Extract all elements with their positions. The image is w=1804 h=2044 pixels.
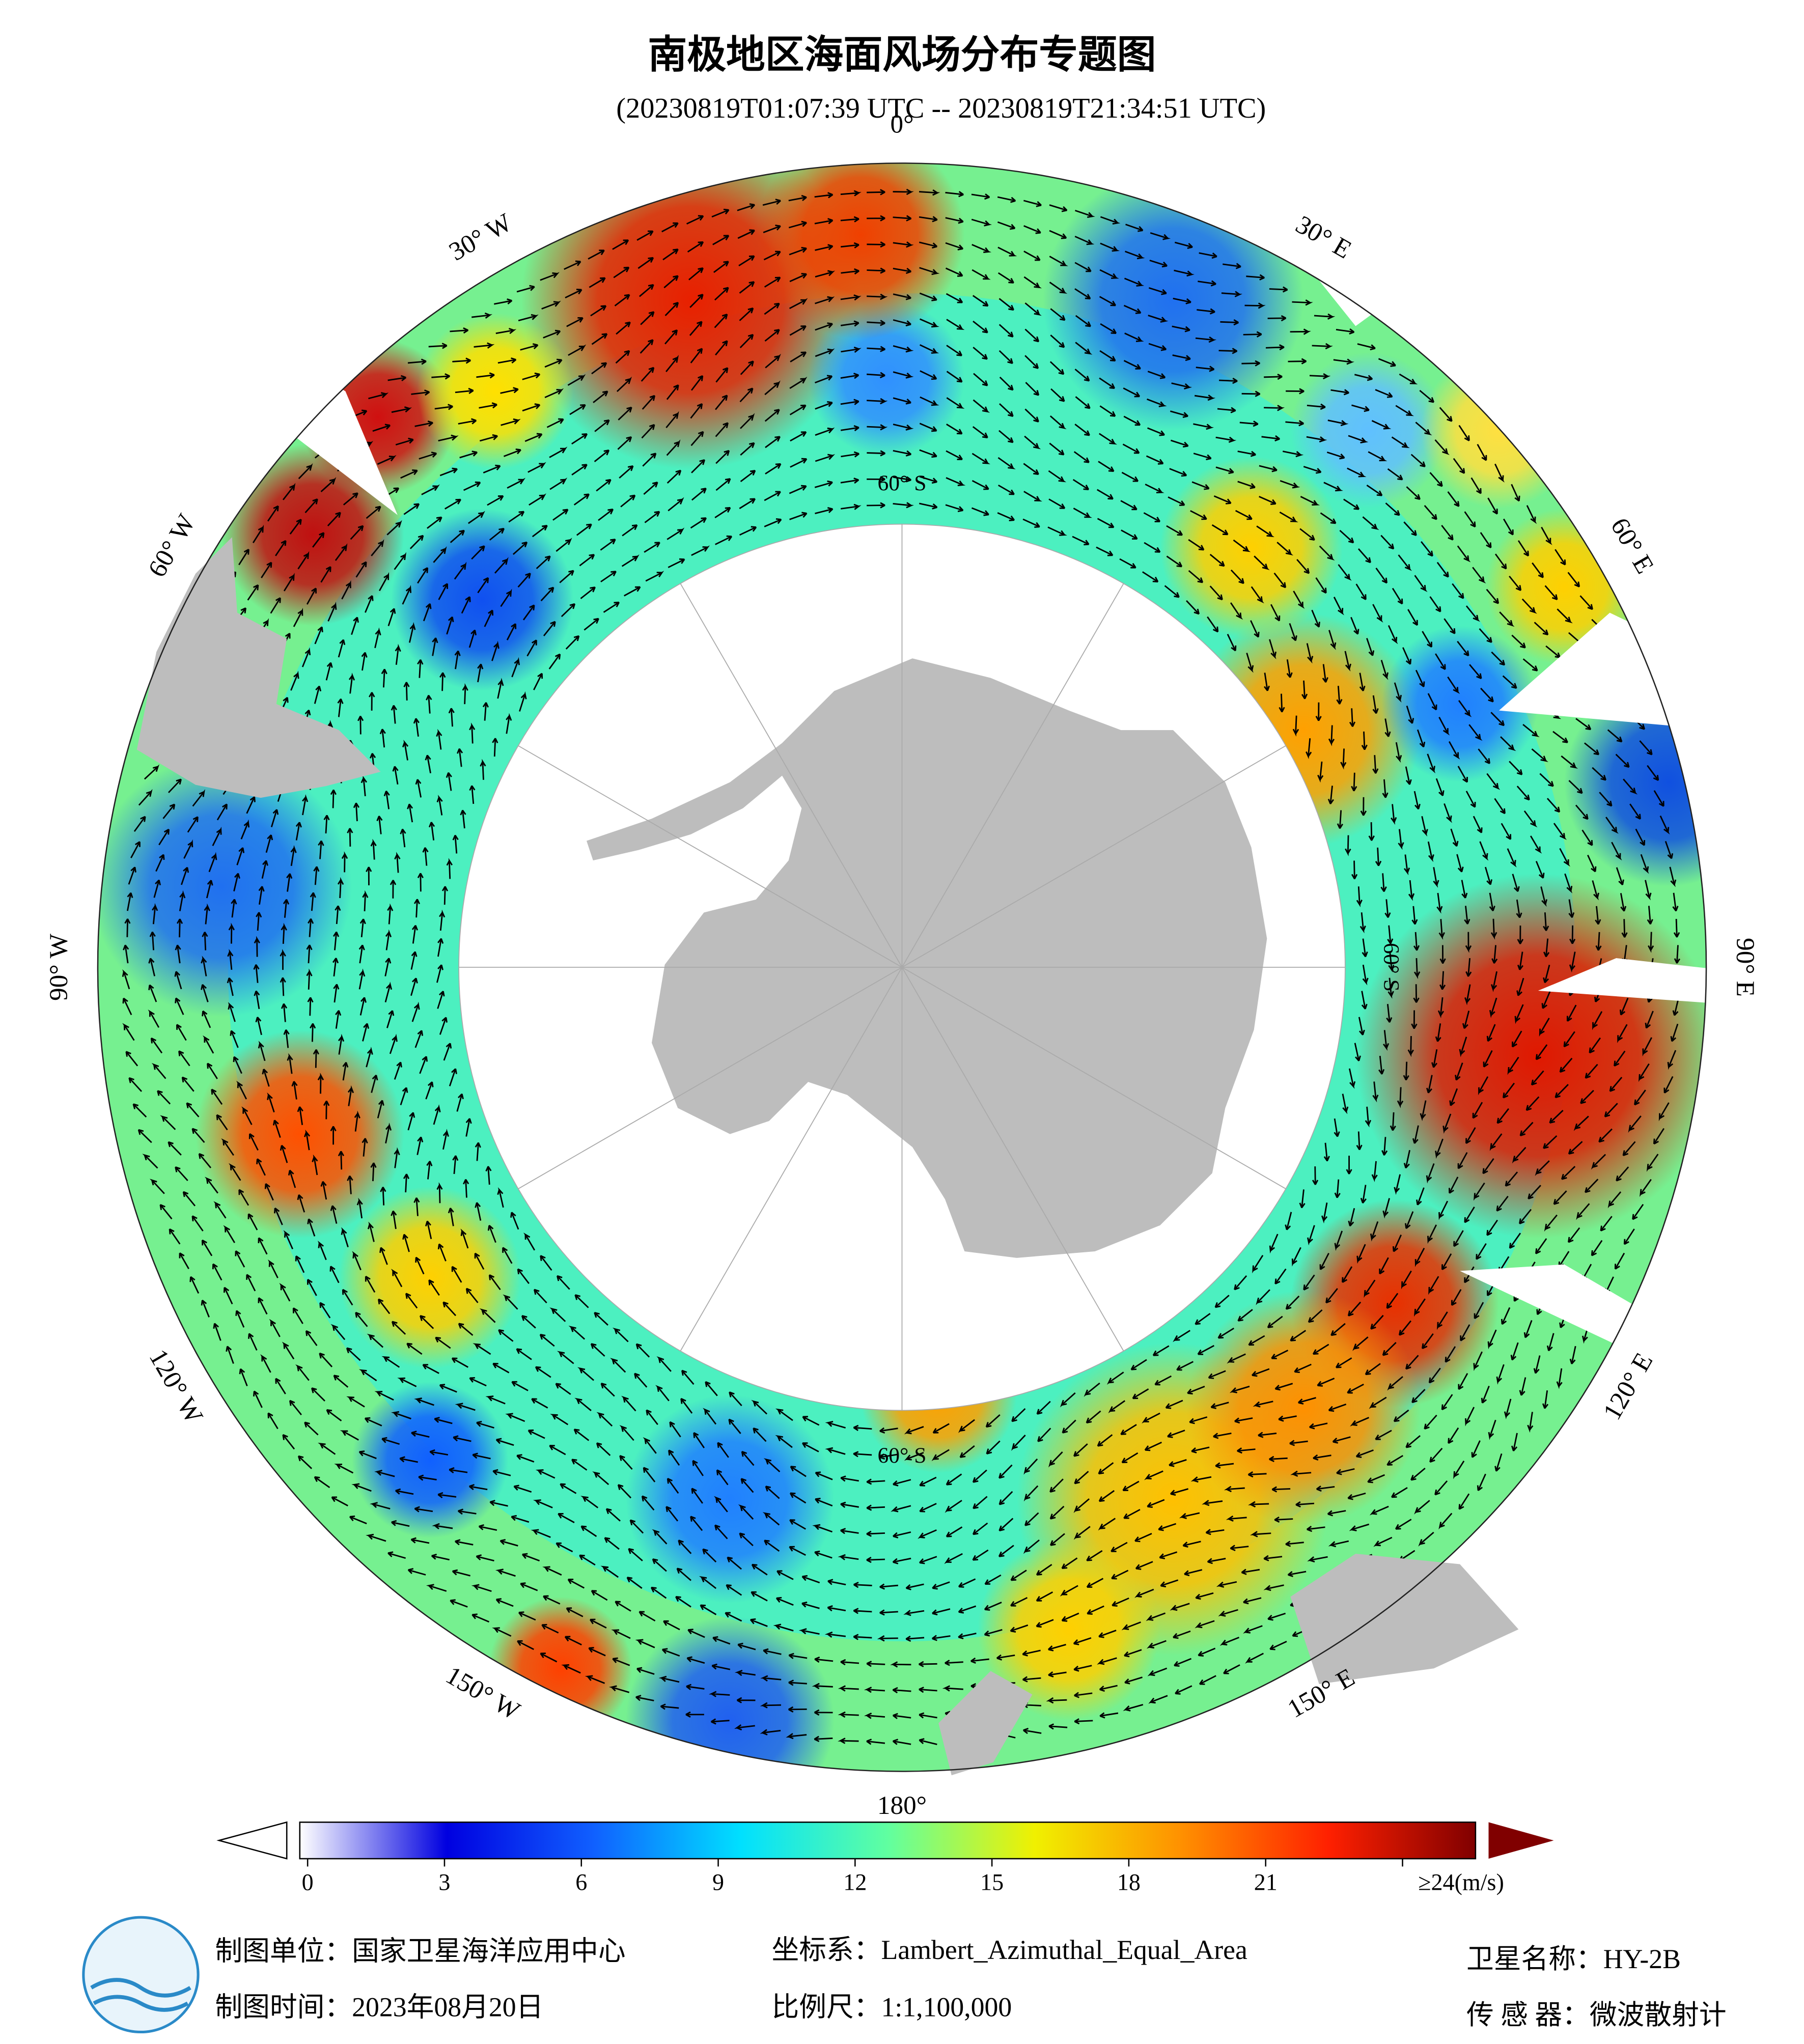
colorbar-max-arrow <box>1488 1822 1554 1859</box>
longitude-label: 30° W <box>444 208 517 267</box>
wind-speed-patch <box>97 756 352 1017</box>
wind-speed-patch <box>977 1538 1160 1721</box>
footer-scale: 比例尺：1:1,100,000 <box>772 1992 1012 2023</box>
colorbar: 0 3 6 9 12 15 18 21 ≥24(m/s) <box>216 1821 1554 1895</box>
graticule <box>458 523 1346 1411</box>
australia <box>1290 1553 1519 1684</box>
meridian <box>901 967 1124 1352</box>
wind-speed-patch <box>808 300 965 457</box>
wind-speed-patch <box>1381 626 1538 782</box>
colorbar-tick-label: 21 <box>1254 1869 1278 1895</box>
new-zealand <box>938 1671 1033 1776</box>
longitude-label: 60° E <box>1605 513 1659 579</box>
wind-speed-patch <box>417 313 574 470</box>
wind-speed-patch <box>1186 1290 1421 1525</box>
footer-sensor: 传 感 器：微波散射计 <box>1466 2000 1727 2030</box>
meridian <box>902 967 1286 1189</box>
longitude-label: 0° <box>890 110 913 139</box>
wind-speed-patch <box>1421 352 1577 509</box>
footer-crs: 坐标系：Lambert_Azimuthal_Equal_Area <box>772 1935 1248 1965</box>
colorbar-tick-label: 0 <box>302 1869 314 1895</box>
longitude-label: 90° E <box>1731 938 1760 997</box>
meridian <box>901 583 1124 968</box>
map-border <box>97 162 1707 1772</box>
wind-speed-patch <box>756 162 965 340</box>
colorbar-min-arrow <box>216 1821 288 1860</box>
wind-speed-patch <box>1042 170 1303 431</box>
wind-speed-patch <box>625 1394 835 1604</box>
meridian <box>902 745 1286 968</box>
footer-satellite: 卫星名称：HY-2B <box>1466 1944 1681 1974</box>
colorbar-tick-label: 3 <box>438 1869 450 1895</box>
latitude-labels: 60° S 60° S 60° S <box>878 471 1404 1468</box>
meridian <box>680 583 903 968</box>
subtitle: (20230819T01:07:39 UTC -- 20230819T21:34… <box>616 93 1266 124</box>
south-america <box>136 537 381 798</box>
wind-speed-patch <box>391 508 574 691</box>
wind-arrows <box>122 188 1680 1745</box>
wind-speed-patch <box>1290 352 1447 509</box>
longitude-label: 60° W <box>143 509 202 582</box>
wind-speed-patch <box>1564 678 1707 887</box>
latitude-label: 60° S <box>878 471 927 495</box>
footer: 制图单位：国家卫星海洋应用中心 制图时间：2023年08月20日 坐标系：Lam… <box>215 1935 1726 2030</box>
logo <box>82 1916 200 2034</box>
latitude-label: 60° S <box>1379 943 1404 992</box>
wind-speed-patch <box>339 1186 521 1369</box>
longitude-label: 180° <box>877 1791 927 1820</box>
wind-speed-patch <box>625 1616 835 1772</box>
footer-unit: 制图单位：国家卫星海洋应用中心 <box>215 1936 625 1967</box>
parallel <box>458 523 1346 1411</box>
longitude-label: 120° E <box>1597 1348 1658 1425</box>
colorbar-tick-label: 18 <box>1117 1869 1141 1895</box>
wind-speed-patch <box>221 443 404 626</box>
title: 南极地区海面风场分布专题图 <box>648 32 1156 78</box>
wind-speed-patch <box>352 1382 509 1538</box>
colorbar-tick-label: 15 <box>980 1869 1004 1895</box>
colorbar-bar <box>299 1822 1477 1860</box>
longitude-label: 90° W <box>44 933 73 1001</box>
wind-speed-patch <box>1160 456 1343 639</box>
antarctica <box>586 658 1267 1258</box>
meridian <box>518 745 902 968</box>
land <box>136 537 1519 1776</box>
meridian <box>518 967 902 1189</box>
wind-speed-patch <box>195 1029 404 1239</box>
colorbar-tick-label: 6 <box>575 1869 587 1895</box>
meridian <box>680 967 903 1352</box>
footer-date: 制图时间：2023年08月20日 <box>215 1992 543 2023</box>
gaps <box>234 170 1747 1382</box>
latitude-label: 60° S <box>878 1443 927 1468</box>
colorbar-tick-label: 9 <box>712 1869 724 1895</box>
colorbar-tick-label: ≥24(m/s) <box>1418 1869 1504 1895</box>
colorbar-tick-label: 12 <box>843 1869 867 1895</box>
